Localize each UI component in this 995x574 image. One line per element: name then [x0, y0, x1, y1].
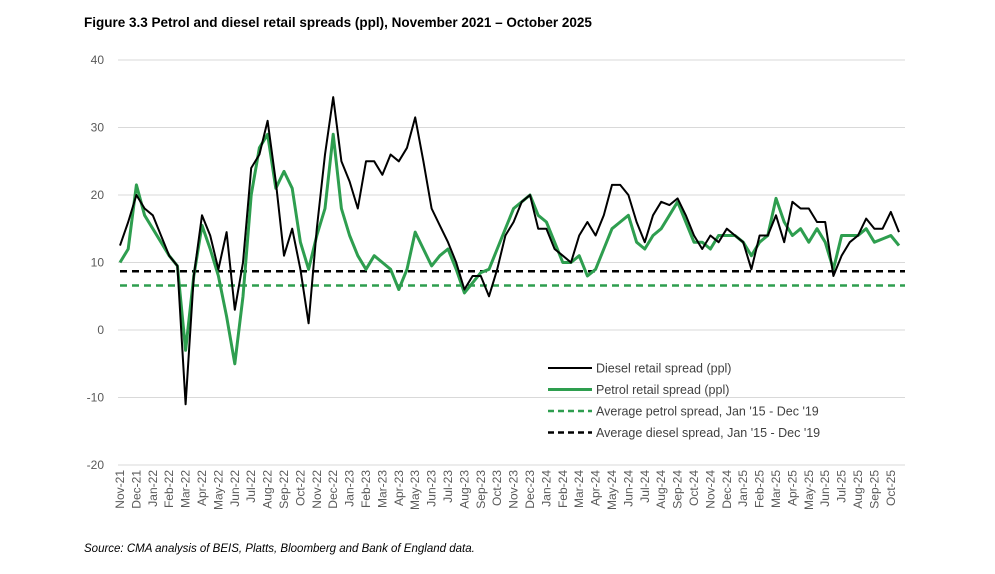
- x-tick-label: Mar-23: [375, 470, 389, 508]
- legend-label: Diesel retail spread (ppl): [596, 362, 731, 376]
- x-tick-label: Aug-25: [851, 470, 865, 509]
- y-tick-label: 0: [97, 323, 104, 337]
- x-tick-label: Aug-23: [457, 470, 471, 509]
- y-tick-label: 10: [91, 256, 105, 270]
- x-tick-label: May-23: [408, 470, 422, 510]
- legend-box: [545, 355, 885, 443]
- x-tick-label: Oct-23: [490, 470, 504, 506]
- x-tick-label: Nov-23: [507, 470, 521, 509]
- x-tick-label: Dec-23: [523, 470, 537, 509]
- x-tick-label: Jan-25: [736, 470, 750, 507]
- x-tick-label: Jun-24: [621, 470, 635, 507]
- x-tick-label: Sep-24: [671, 470, 685, 509]
- y-tick-label: -20: [87, 458, 105, 472]
- legend-label: Average petrol spread, Jan '15 - Dec '19: [596, 405, 819, 419]
- x-tick-label: Feb-24: [556, 470, 570, 508]
- x-tick-label: Oct-24: [687, 470, 701, 506]
- x-tick-label: Nov-21: [113, 470, 127, 509]
- x-tick-label: Jul-25: [835, 470, 849, 503]
- series-line: [118, 132, 901, 366]
- x-tick-label: Sep-22: [277, 470, 291, 509]
- x-tick-label: Nov-22: [310, 470, 324, 509]
- x-tick-label: May-25: [802, 470, 816, 510]
- x-tick-label: Mar-25: [769, 470, 783, 508]
- x-tick-label: May-24: [605, 470, 619, 510]
- x-tick-label: Apr-23: [392, 470, 406, 506]
- source-note: Source: CMA analysis of BEIS, Platts, Bl…: [84, 543, 475, 555]
- x-tick-label: Jan-23: [343, 470, 357, 507]
- y-tick-label: -10: [87, 391, 105, 405]
- x-tick-label: Oct-25: [884, 470, 898, 506]
- x-tick-label: Dec-22: [326, 470, 340, 509]
- y-tick-label: 30: [91, 121, 105, 135]
- x-tick-label: Feb-23: [359, 470, 373, 508]
- x-tick-label: Jul-24: [638, 470, 652, 503]
- x-tick-label: Oct-22: [293, 470, 307, 506]
- y-tick-label: 20: [91, 188, 105, 202]
- x-tick-label: Mar-24: [572, 470, 586, 508]
- legend-label: Petrol retail spread (ppl): [596, 383, 729, 397]
- x-tick-label: Apr-22: [195, 470, 209, 506]
- x-tick-label: Dec-21: [129, 470, 143, 509]
- x-tick-label: Mar-22: [179, 470, 193, 508]
- x-tick-label: Aug-24: [654, 470, 668, 509]
- x-tick-label: Jun-22: [228, 470, 242, 507]
- x-tick-label: Nov-24: [703, 470, 717, 509]
- series-line: [119, 96, 900, 406]
- x-tick-label: Jul-22: [244, 470, 258, 503]
- x-tick-label: Dec-24: [720, 470, 734, 509]
- x-tick-label: May-22: [211, 470, 225, 510]
- x-tick-label: Feb-25: [753, 470, 767, 508]
- x-tick-label: Aug-22: [261, 470, 275, 509]
- x-tick-label: Apr-25: [785, 470, 799, 506]
- x-tick-label: Apr-24: [589, 470, 603, 506]
- x-tick-label: Jul-23: [441, 470, 455, 503]
- x-tick-label: Jun-23: [425, 470, 439, 507]
- y-tick-label: 40: [91, 53, 105, 67]
- x-tick-label: Sep-23: [474, 470, 488, 509]
- chart-title: Figure 3.3 Petrol and diesel retail spre…: [84, 15, 592, 30]
- x-tick-label: Sep-25: [867, 470, 881, 509]
- x-tick-label: Feb-22: [162, 470, 176, 508]
- x-tick-label: Jan-24: [539, 470, 553, 507]
- x-tick-label: Jan-22: [146, 470, 160, 507]
- legend-label: Average diesel spread, Jan '15 - Dec '19: [596, 426, 820, 440]
- x-tick-label: Jun-25: [818, 470, 832, 507]
